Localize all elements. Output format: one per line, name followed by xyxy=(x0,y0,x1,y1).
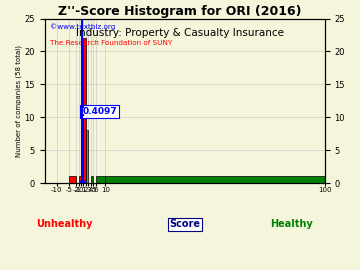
Bar xyxy=(81,117,84,183)
Text: Score: Score xyxy=(169,219,200,229)
Bar xyxy=(86,130,88,183)
Bar xyxy=(69,177,76,183)
Text: Unhealthy: Unhealthy xyxy=(36,219,93,229)
Y-axis label: Number of companies (58 total): Number of companies (58 total) xyxy=(15,45,22,157)
Bar xyxy=(91,177,93,183)
Bar xyxy=(105,177,325,183)
Text: 0.4097: 0.4097 xyxy=(82,107,117,116)
Text: Industry: Property & Casualty Insurance: Industry: Property & Casualty Insurance xyxy=(76,28,284,38)
Bar xyxy=(84,38,86,183)
Bar xyxy=(78,177,81,183)
Text: Z''-Score Histogram for ORI (2016): Z''-Score Histogram for ORI (2016) xyxy=(58,5,302,18)
Bar xyxy=(96,177,105,183)
Text: The Research Foundation of SUNY: The Research Foundation of SUNY xyxy=(50,40,172,46)
Text: ©www.textbiz.org: ©www.textbiz.org xyxy=(50,23,116,30)
Text: Healthy: Healthy xyxy=(270,219,312,229)
